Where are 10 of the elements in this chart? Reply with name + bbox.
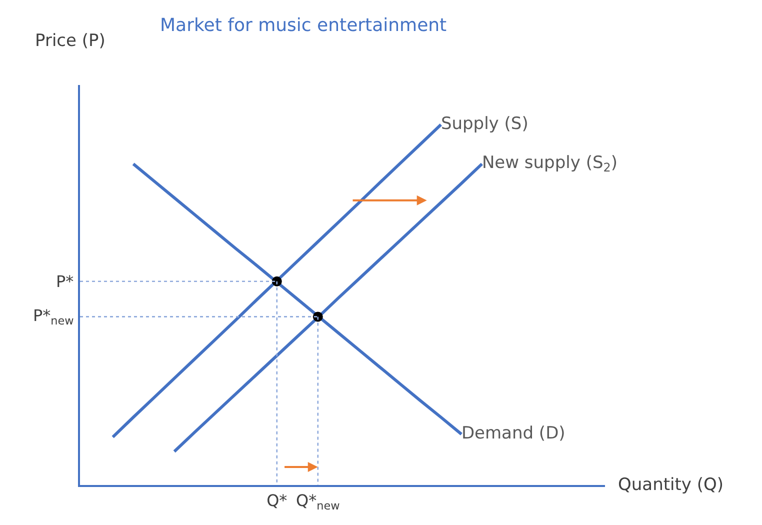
text: Quantity (Q) xyxy=(618,475,724,495)
ref-line-label: P* xyxy=(56,272,74,291)
y-axis-title: Price (P) xyxy=(35,31,106,51)
ref-line-label: P*$_{new}$ xyxy=(33,306,74,328)
x-tick-label: Q*$_{new}$ xyxy=(296,490,340,512)
series-label: New supply (S$_{2}$) xyxy=(482,153,618,175)
series-label: Supply (S) xyxy=(440,114,528,134)
series-label: Demand (D) xyxy=(461,423,566,444)
x-tick-label: Q* xyxy=(266,490,288,510)
chart-title: Market for music entertainment xyxy=(160,14,447,36)
